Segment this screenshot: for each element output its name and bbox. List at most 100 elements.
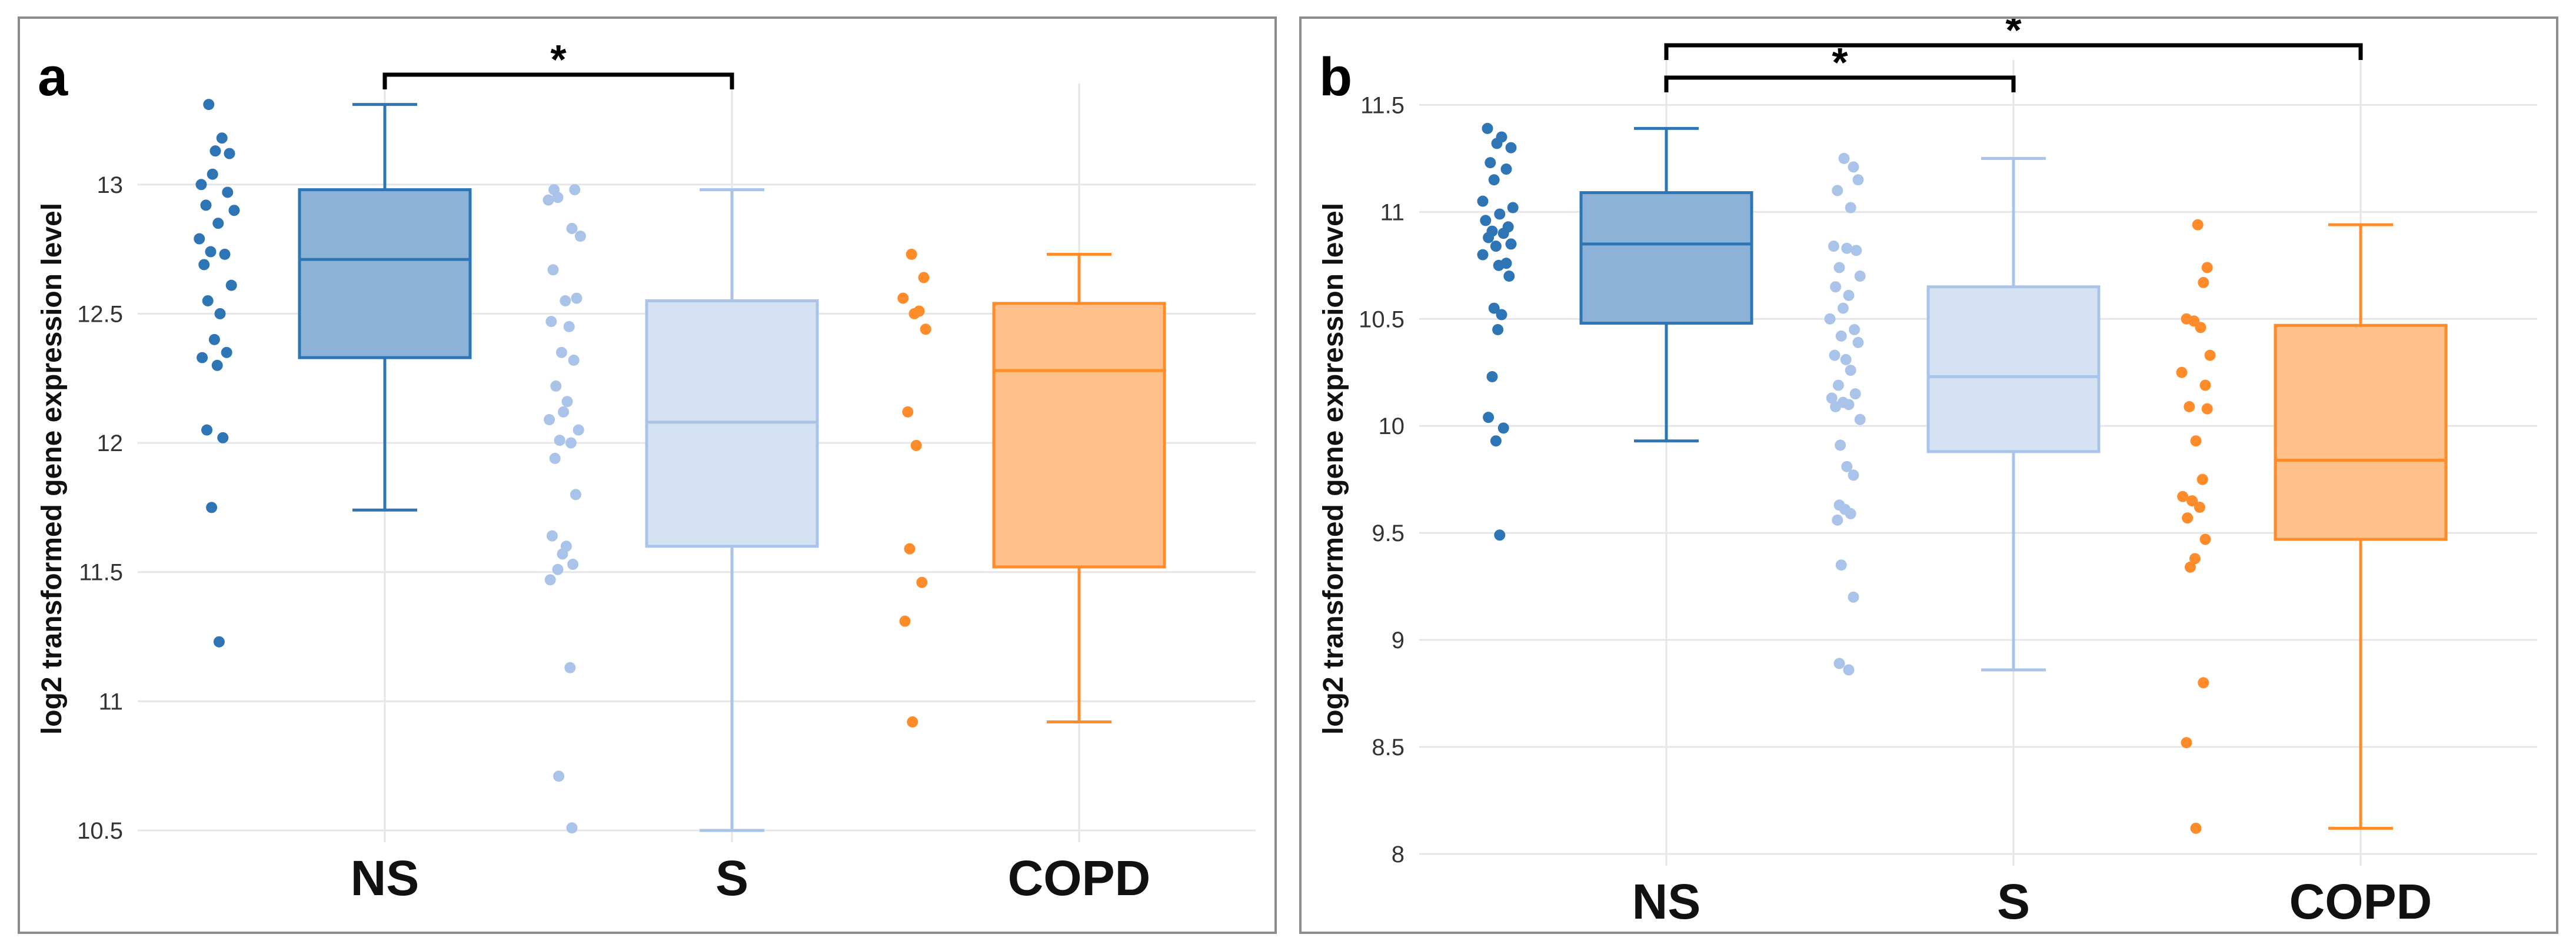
data-point xyxy=(206,502,218,513)
data-point xyxy=(565,437,577,449)
data-point xyxy=(1477,249,1489,261)
data-point xyxy=(211,359,223,371)
data-point xyxy=(544,574,556,586)
data-point xyxy=(1848,469,1859,481)
data-point xyxy=(217,432,229,443)
box-iqr xyxy=(2274,323,2448,541)
x-category-label: NS xyxy=(1632,874,1701,929)
data-point xyxy=(1500,163,1512,175)
data-point xyxy=(544,414,555,426)
data-point xyxy=(1488,302,1500,314)
data-point xyxy=(2181,737,2192,749)
data-point xyxy=(1488,174,1500,186)
data-point xyxy=(899,615,911,627)
data-point xyxy=(1851,245,1862,256)
data-point xyxy=(549,452,561,464)
data-point xyxy=(1843,664,1855,676)
data-point xyxy=(1507,202,1519,213)
y-axis-label: log2 transformed gene expression level xyxy=(1318,203,1349,735)
panel-label: a xyxy=(38,47,68,107)
data-point xyxy=(202,295,214,306)
y-tick-label: 12.5 xyxy=(77,301,123,327)
data-point xyxy=(920,323,931,335)
data-point xyxy=(546,530,558,542)
data-point xyxy=(1505,142,1517,154)
y-tick-label: 13 xyxy=(97,172,124,198)
chart-panel-b: 8 8.5 9 9.5 10 10.5 11 11.5 log2 transformed gen… xyxy=(1299,16,2558,934)
data-point xyxy=(1849,388,1861,400)
data-point xyxy=(1832,379,1844,391)
data-point xyxy=(1845,365,1856,376)
data-point xyxy=(552,563,564,575)
box-group-ns xyxy=(298,103,472,512)
data-point xyxy=(1505,238,1517,250)
data-point xyxy=(200,199,212,211)
data-point xyxy=(1494,529,1506,541)
y-tick-label: 10.5 xyxy=(1359,306,1405,332)
data-point xyxy=(1843,399,1855,411)
data-point xyxy=(545,316,557,328)
data-point xyxy=(1490,241,1502,252)
data-point xyxy=(563,321,575,332)
data-point xyxy=(902,406,914,418)
data-point xyxy=(1832,514,1843,526)
data-point xyxy=(2192,219,2204,231)
significance-bracket xyxy=(1664,75,2016,92)
box-group-s xyxy=(1926,156,2101,672)
box-iqr xyxy=(1926,285,2101,453)
y-tick-label: 9 xyxy=(1392,628,1405,653)
data-point xyxy=(2194,502,2205,513)
significance-bracket xyxy=(1664,43,2363,60)
data-point xyxy=(1848,161,1859,173)
significance-star: * xyxy=(550,36,567,82)
data-point xyxy=(568,355,580,366)
data-point xyxy=(1485,157,1496,169)
data-point xyxy=(1830,401,1842,412)
data-point xyxy=(2177,490,2189,502)
data-point xyxy=(2196,473,2208,485)
data-point xyxy=(228,205,240,216)
data-point xyxy=(216,132,228,144)
data-point xyxy=(205,246,217,258)
data-point xyxy=(1835,439,1846,451)
data-point xyxy=(558,406,570,418)
data-point xyxy=(221,346,232,358)
data-point xyxy=(2189,553,2201,565)
boxplot-chart-b: 8 8.5 9 9.5 10 10.5 11 11.5 log2 transformed gen… xyxy=(1318,19,2537,929)
data-point xyxy=(1840,353,1852,365)
significance-bracket xyxy=(382,72,734,89)
data-point xyxy=(1480,215,1492,226)
y-tick-label: 12 xyxy=(97,431,124,456)
data-point xyxy=(560,295,571,306)
data-point xyxy=(203,99,215,111)
x-category-label: S xyxy=(1997,874,2030,929)
data-point xyxy=(571,292,583,304)
data-point xyxy=(1486,371,1498,383)
data-point xyxy=(1494,208,1506,220)
boxplot-chart-a: 10.5 11 11.5 12 12.5 13 log2 transformed gene … xyxy=(36,36,1256,906)
data-point xyxy=(209,145,221,157)
data-point xyxy=(1835,559,1847,571)
data-point xyxy=(566,822,578,834)
data-point xyxy=(1841,461,1853,472)
data-point xyxy=(201,424,213,436)
y-tick-label: 9.5 xyxy=(1372,520,1405,546)
box-iqr xyxy=(992,302,1166,569)
data-point xyxy=(2176,366,2188,378)
data-point xyxy=(561,396,573,408)
data-point xyxy=(2201,403,2213,415)
data-point xyxy=(1841,242,1853,254)
data-point xyxy=(564,662,576,673)
data-point xyxy=(194,233,205,245)
data-point xyxy=(552,192,564,203)
data-point xyxy=(573,424,584,436)
data-point xyxy=(554,435,565,446)
data-point xyxy=(2190,822,2202,834)
data-point xyxy=(2184,401,2195,412)
data-point xyxy=(1838,152,1850,164)
y-tick-label: 10 xyxy=(1379,413,1405,439)
data-point xyxy=(2199,533,2211,545)
data-point xyxy=(574,231,586,242)
data-point xyxy=(1482,122,1493,134)
data-point xyxy=(907,716,918,728)
